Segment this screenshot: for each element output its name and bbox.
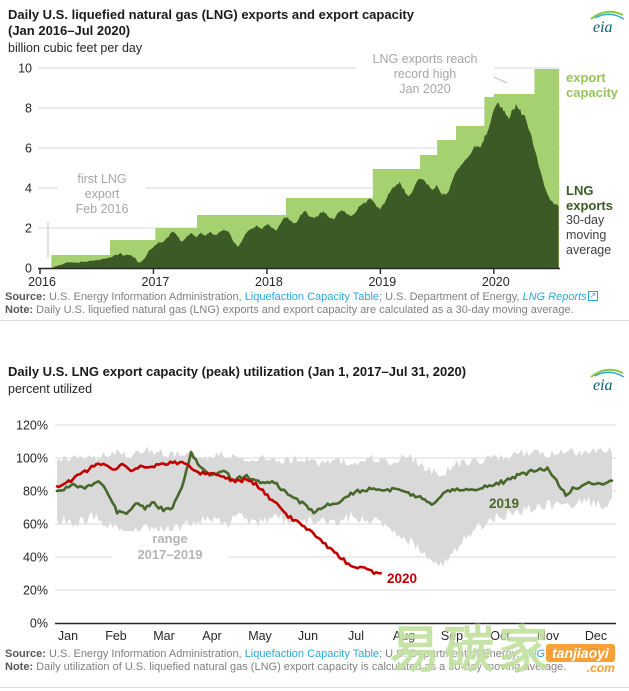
top-chart-title-line2: (Jan 2016–Jul 2020) (8, 23, 131, 38)
note-label: Note: (5, 304, 34, 316)
note-text: Daily utilization of U.S. liquefied natu… (36, 661, 567, 673)
bottom-chart-header: Daily U.S. LNG export capacity (peak) ut… (8, 364, 466, 397)
top-chart-canvas: 0 2 4 6 8 10 2016 2017 2018 2019 2020 (18, 62, 560, 289)
top-source-line: Source: U.S. Energy Information Administ… (5, 291, 627, 304)
bottom-divider (0, 687, 629, 688)
legend-lng-exports-subtitle: 30-day moving average (566, 213, 612, 257)
svg-text:eia: eia (593, 377, 613, 394)
label-2019: 2019 (489, 496, 520, 511)
source-label: Source: (5, 648, 46, 660)
x-tick-label: 2019 (368, 275, 396, 289)
eia-logo-icon: eia (590, 10, 625, 36)
x-tick-label: 2016 (28, 275, 56, 289)
y-tick-label: 0% (30, 617, 48, 631)
y-tick-label: 60% (23, 518, 48, 532)
month-label: Mar (153, 629, 175, 643)
month-label: Sep (441, 629, 463, 643)
y-tick-label: 0 (25, 262, 32, 276)
section-divider (0, 320, 629, 321)
top-chart-title: Daily U.S. liquefied natural gas (LNG) e… (8, 7, 414, 39)
legend-lng-exports: LNG exports 30-day moving average (566, 183, 613, 258)
source-text1: U.S. Energy Information Administration, (49, 291, 245, 303)
eia-logo-bottom: eia (586, 364, 626, 396)
month-label: May (248, 629, 272, 643)
line-2020 (55, 460, 382, 576)
source-text1: U.S. Energy Information Administration, (49, 648, 245, 660)
liquefaction-capacity-table-link[interactable]: Liquefaction Capacity Table (244, 291, 380, 303)
month-label: Dec (585, 629, 607, 643)
month-label: Oct (490, 629, 510, 643)
top-chart-title-line1: Daily U.S. liquefied natural gas (LNG) e… (8, 7, 414, 22)
eia-logo: eia (586, 6, 626, 38)
eia-logo-icon: eia (590, 368, 625, 394)
x-tick-label: 2020 (482, 275, 510, 289)
source-label: Source: (5, 291, 46, 303)
y-tick-label: 4 (25, 182, 32, 196)
y-tick-label: 8 (25, 102, 32, 116)
bottom-source-note: Source: U.S. Energy Information Administ… (5, 648, 627, 674)
lng-reports-link[interactable]: LNG Reports (522, 648, 587, 660)
y-tick-label: 20% (23, 584, 48, 598)
line-2019 (55, 450, 614, 516)
external-link-icon: ↗ (587, 648, 598, 658)
top-chart-header: Daily U.S. liquefied natural gas (LNG) e… (8, 7, 414, 56)
bottom-source-line: Source: U.S. Energy Information Administ… (5, 648, 627, 661)
legend-lng-exports-title: LNG exports (566, 183, 613, 213)
month-label: Aug (393, 629, 415, 643)
annotation-range-2017-2019: range 2017–2019 (112, 531, 228, 563)
y-tick-label: 120% (16, 419, 48, 433)
y-tick-label: 10 (18, 62, 32, 76)
bottom-chart-unit-label: percent utilized (8, 382, 93, 396)
annotation-record-high: LNG exports reach record high Jan 2020 (356, 52, 494, 97)
bottom-chart-title: Daily U.S. LNG export capacity (peak) ut… (8, 364, 467, 379)
svg-text:eia: eia (593, 19, 613, 36)
liquefaction-capacity-table-link[interactable]: Liquefaction Capacity Table (244, 648, 380, 660)
top-source-note: Source: U.S. Energy Information Administ… (5, 291, 627, 317)
y-tick-label: 80% (23, 485, 48, 499)
y-tick-label: 6 (25, 142, 32, 156)
month-label: Feb (105, 629, 127, 643)
note-label: Note: (5, 661, 34, 673)
month-label: Jul (348, 629, 364, 643)
x-tick-label: 2018 (255, 275, 283, 289)
x-tick-label: 2017 (142, 275, 170, 289)
y-tick-label: 2 (25, 222, 32, 236)
month-label: Jan (58, 629, 78, 643)
lng-reports-link[interactable]: LNG Reports (522, 291, 587, 303)
range-band (57, 446, 612, 567)
annotation-first-lng-export: first LNG export Feb 2016 (58, 172, 146, 217)
bottom-chart-canvas: 0% 20% 40% 60% 80% 100% 120% Jan Feb Mar Apr May Jun… (16, 419, 616, 643)
legend-export-capacity: export capacity (566, 70, 619, 100)
y-tick-label: 100% (16, 452, 48, 466)
exports-area (52, 102, 559, 268)
bottom-note-line: Note: Daily utilization of U.S. liquefie… (5, 661, 627, 674)
external-link-icon: ↗ (587, 291, 598, 301)
month-label: Jun (298, 629, 318, 643)
y-tick-label: 40% (23, 551, 48, 565)
top-note-line: Note: Daily U.S. liquefied natural gas (… (5, 304, 627, 317)
label-2020: 2020 (387, 571, 418, 586)
note-text: Daily U.S. liquefied natural gas (LNG) e… (36, 304, 574, 316)
source-text2: ; U.S. Department of Energy, (379, 291, 523, 303)
month-label: Apr (202, 629, 221, 643)
top-chart-unit-label: billion cubic feet per day (8, 41, 143, 55)
month-label: Nov (537, 629, 560, 643)
source-text2: ; U.S. Department of Energy, (379, 648, 523, 660)
